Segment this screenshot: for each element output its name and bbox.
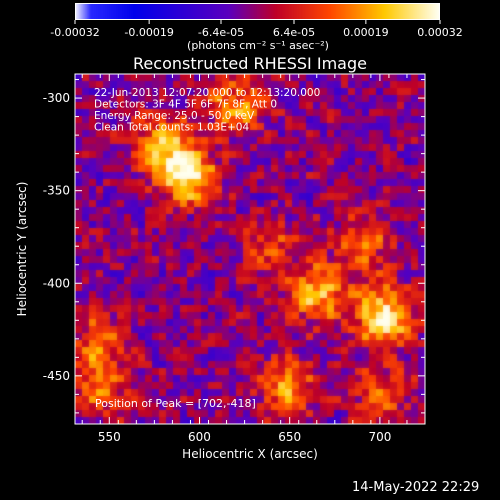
annotation-line: Detectors: 3F 4F 5F 6F 7F 8F, Att 0 bbox=[94, 99, 277, 111]
colorbar-ticks: -0.00032 -0.00019 -6.4e-05 6.4e-05 0.00019 0.… bbox=[50, 20, 463, 39]
colorbar-tick-label: -0.00032 bbox=[50, 26, 99, 39]
peak-position-label: Position of Peak = [702,-418] bbox=[95, 397, 256, 410]
colorbar-unit-label: (photons cm⁻² s⁻¹ asec⁻²) bbox=[187, 39, 329, 52]
chart-title: Reconstructed RHESSI Image bbox=[133, 54, 367, 73]
annotation-line: 22-Jun-2013 12:07:20.000 to 12:13:20.000 bbox=[94, 87, 320, 99]
y-tick-label: -300 bbox=[43, 91, 70, 105]
heatmap-image bbox=[75, 74, 425, 424]
annotations: 22-Jun-2013 12:07:20.000 to 12:13:20.000… bbox=[94, 87, 320, 134]
x-tick-label: 700 bbox=[368, 430, 391, 444]
axes: 550 600 650 700 -300 -350 -400 -450 bbox=[43, 74, 426, 444]
annotation-line: Clean Total counts: 1.03E+04 bbox=[94, 122, 249, 134]
y-axis-label: Heliocentric Y (arcsec) bbox=[15, 182, 29, 317]
colorbar bbox=[75, 3, 440, 20]
x-tick-label: 550 bbox=[98, 430, 121, 444]
colorbar-tick-label: 6.4e-05 bbox=[273, 26, 315, 39]
x-axis-label: Heliocentric X (arcsec) bbox=[182, 447, 318, 461]
timestamp: 14-May-2022 22:29 bbox=[352, 480, 480, 495]
y-tick-label: -400 bbox=[43, 276, 70, 290]
colorbar-tick-label: 0.00019 bbox=[343, 26, 389, 39]
plot-frame bbox=[74, 73, 426, 425]
x-tick-label: 600 bbox=[188, 430, 211, 444]
colorbar-tick-label: 0.00032 bbox=[417, 26, 463, 39]
colorbar-tick-label: -6.4e-05 bbox=[198, 26, 244, 39]
x-tick-label: 650 bbox=[278, 430, 301, 444]
y-tick-label: -450 bbox=[43, 369, 70, 383]
annotation-line: Energy Range: 25.0 - 50.0 keV bbox=[94, 110, 255, 122]
y-tick-label: -350 bbox=[43, 184, 70, 198]
colorbar-tick-label: -0.00019 bbox=[124, 26, 173, 39]
